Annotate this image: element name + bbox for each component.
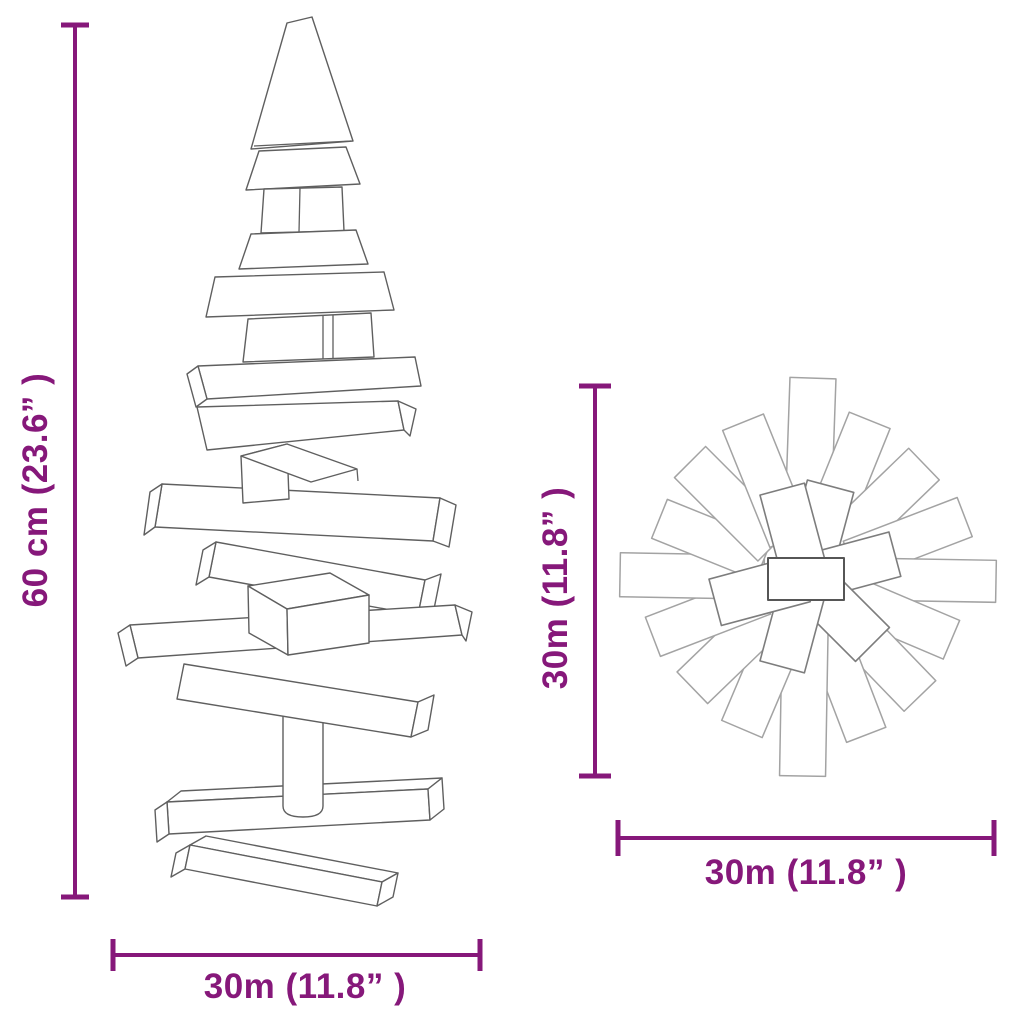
tree-plank: [196, 400, 405, 451]
tree-front-view-drawing: [117, 16, 473, 907]
top-width-label: 30m (11.8” ): [705, 853, 908, 892]
tree-trunk: [282, 700, 324, 818]
front-height-label: 60 cm (23.6” ): [16, 373, 55, 608]
width-dimension-top: 30m (11.8” ): [615, 820, 997, 892]
tree-plank-edge: [322, 315, 334, 359]
tree-cone-edge: [253, 140, 352, 147]
tree-plank: [205, 271, 395, 318]
dimension-line-caps: [110, 939, 483, 971]
tree-plank-end: [117, 624, 139, 667]
height-dimension-front: 60 cm (23.6” ): [16, 22, 89, 900]
tree-block-edge: [356, 468, 359, 482]
tree-plank: [238, 229, 369, 270]
dimension-line-caps: [579, 383, 611, 779]
dimension-line-caps: [61, 22, 89, 900]
tree-plank: [245, 146, 361, 191]
top-view-center-block: [767, 557, 845, 601]
tree-plank-end: [195, 541, 217, 586]
top-height-label: 30m (11.8” ): [536, 487, 575, 690]
front-width-label: 30m (11.8” ): [204, 967, 407, 1006]
tree-base-plank-end: [154, 801, 170, 843]
width-dimension-front: 30m (11.8” ): [110, 939, 483, 1006]
tree-plank: [242, 312, 375, 363]
tree-base-plank-end: [427, 777, 445, 821]
tree-top-view-drawing: [618, 376, 998, 778]
dimension-line-caps: [615, 820, 997, 856]
height-dimension-top: 30m (11.8” ): [536, 383, 611, 779]
tree-plank: [260, 186, 345, 234]
tree-plank: [154, 483, 441, 542]
tree-plank-edge: [298, 187, 301, 233]
tree-plank-end: [143, 483, 163, 536]
tree-plank-end: [410, 694, 435, 738]
tree-cone: [250, 16, 354, 150]
tree-plank-end: [432, 497, 457, 548]
tree-block: [286, 594, 370, 656]
tree-plank-end: [186, 365, 208, 408]
tree-plank: [197, 356, 422, 400]
tree-base-plank-end: [376, 872, 399, 907]
tree-plank-end: [397, 400, 417, 437]
tree-plank-end: [454, 604, 473, 642]
